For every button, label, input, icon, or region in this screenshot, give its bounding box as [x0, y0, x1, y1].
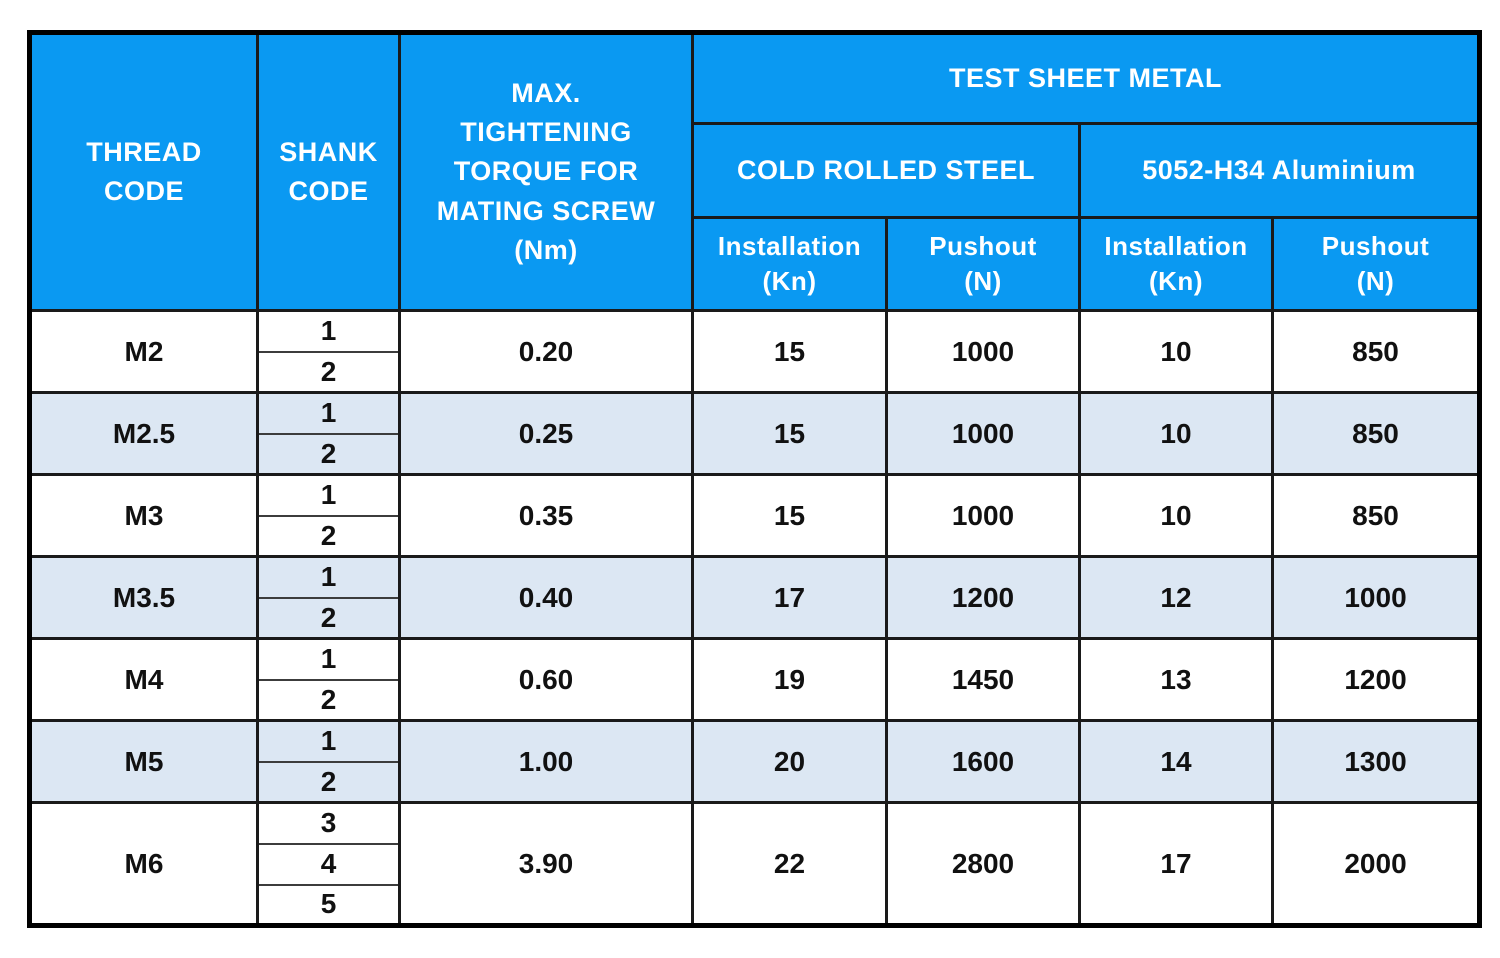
header-installation-steel: Installation (Kn)	[691, 216, 888, 312]
cell-installation-steel: 20	[691, 719, 888, 803]
cell-pushout-steel: 2800	[885, 801, 1081, 926]
table-subrow: 2	[30, 678, 1480, 721]
table-row: M2 1 0.20 15 1000 10 850	[28, 309, 1482, 393]
cell-torque: 0.40	[398, 555, 694, 639]
cell-pushout-aluminium: 1200	[1270, 637, 1482, 721]
cell-pushout-aluminium: 1000	[1270, 555, 1482, 639]
cell-pushout-aluminium: 850	[1270, 473, 1482, 557]
cell-shank: 1	[256, 719, 401, 762]
cell-installation-steel: 15	[691, 391, 888, 475]
spec-table: THREAD CODE SHANK CODE MAX. TIGHTENING T…	[27, 30, 1483, 928]
header-thread-code: THREAD CODE	[28, 31, 259, 312]
header-aluminium: 5052-H34 Aluminium	[1077, 122, 1482, 219]
header-pushout-steel: Pushout (N)	[885, 216, 1081, 312]
table-subrow: 5	[30, 883, 1480, 926]
cell-shank: 2	[256, 514, 401, 557]
table-header: THREAD CODE SHANK CODE MAX. TIGHTENING T…	[28, 31, 1482, 312]
cell-pushout-aluminium: 850	[1270, 309, 1482, 393]
table-row: M5 1 1.00 20 1600 14 1300	[28, 719, 1482, 803]
cell-shank: 1	[256, 637, 401, 680]
cell-thread: M6	[28, 801, 259, 926]
cell-torque: 1.00	[398, 719, 694, 803]
cell-shank: 1	[256, 309, 401, 352]
cell-shank: 1	[256, 555, 401, 598]
cell-installation-aluminium: 13	[1078, 637, 1274, 721]
cell-pushout-steel: 1200	[885, 555, 1081, 639]
cell-installation-steel: 22	[691, 801, 888, 926]
cell-shank: 4	[256, 842, 401, 885]
table-row: M3.5 1 0.40 17 1200 12 1000	[28, 555, 1482, 639]
cell-installation-aluminium: 10	[1078, 309, 1274, 393]
cell-installation-aluminium: 10	[1078, 391, 1274, 475]
cell-installation-steel: 15	[691, 309, 888, 393]
cell-shank: 2	[256, 678, 401, 721]
table-body: M2 1 0.20 15 1000 10 850 2 M2.5 1 0.25 1…	[28, 309, 1482, 926]
cell-installation-aluminium: 17	[1078, 801, 1274, 926]
cell-torque: 0.60	[398, 637, 694, 721]
cell-shank: 2	[256, 596, 401, 639]
cell-shank: 2	[256, 350, 401, 393]
table-row: M3 1 0.35 15 1000 10 850	[28, 473, 1482, 557]
header-tightening-torque: MAX. TIGHTENING TORQUE FOR MATING SCREW …	[398, 31, 694, 312]
cell-installation-aluminium: 12	[1078, 555, 1274, 639]
header-cold-rolled-steel: COLD ROLLED STEEL	[691, 122, 1081, 219]
table-subrow: 2	[30, 596, 1480, 639]
header-test-sheet-metal: TEST SHEET METAL	[690, 31, 1482, 125]
cell-thread: M5	[28, 719, 259, 803]
header-pushout-aluminium: Pushout (N)	[1270, 216, 1482, 312]
cell-shank: 2	[256, 760, 401, 803]
cell-shank: 1	[256, 391, 401, 434]
cell-installation-aluminium: 10	[1078, 473, 1274, 557]
cell-shank: 3	[256, 801, 401, 844]
cell-installation-steel: 15	[691, 473, 888, 557]
table-subrow: 2	[30, 760, 1480, 803]
cell-pushout-aluminium: 2000	[1270, 801, 1482, 926]
cell-pushout-steel: 1000	[885, 309, 1081, 393]
cell-shank: 1	[256, 473, 401, 516]
cell-torque: 3.90	[398, 801, 694, 926]
table-row: M2.5 1 0.25 15 1000 10 850	[28, 391, 1482, 475]
cell-pushout-steel: 1000	[885, 473, 1081, 557]
header-installation-aluminium: Installation (Kn)	[1078, 216, 1274, 312]
cell-pushout-aluminium: 1300	[1270, 719, 1482, 803]
cell-shank: 5	[256, 883, 401, 926]
cell-shank: 2	[256, 432, 401, 475]
header-shank-code: SHANK CODE	[256, 31, 401, 312]
table-subrow: 2	[30, 350, 1480, 393]
table-subrow: 2	[30, 432, 1480, 475]
cell-thread: M3	[28, 473, 259, 557]
table-subrow: 4	[30, 842, 1480, 885]
cell-pushout-steel: 1000	[885, 391, 1081, 475]
cell-pushout-steel: 1450	[885, 637, 1081, 721]
cell-installation-aluminium: 14	[1078, 719, 1274, 803]
cell-torque: 0.35	[398, 473, 694, 557]
cell-torque: 0.20	[398, 309, 694, 393]
cell-installation-steel: 19	[691, 637, 888, 721]
cell-thread: M2	[28, 309, 259, 393]
table-row: M6 3 3.90 22 2800 17 2000	[28, 801, 1482, 926]
cell-thread: M3.5	[28, 555, 259, 639]
cell-installation-steel: 17	[691, 555, 888, 639]
table-subrow: 2	[30, 514, 1480, 557]
cell-thread: M2.5	[28, 391, 259, 475]
cell-pushout-steel: 1600	[885, 719, 1081, 803]
table-row: M4 1 0.60 19 1450 13 1200	[28, 637, 1482, 721]
cell-thread: M4	[28, 637, 259, 721]
cell-torque: 0.25	[398, 391, 694, 475]
cell-pushout-aluminium: 850	[1270, 391, 1482, 475]
